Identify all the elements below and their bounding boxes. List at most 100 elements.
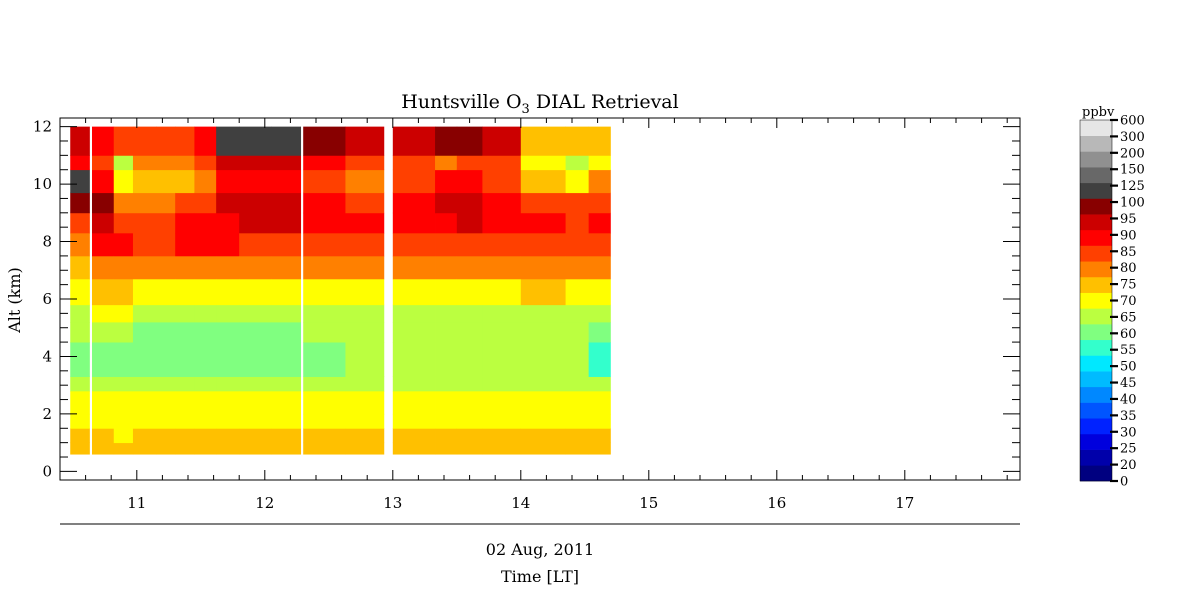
heatmap-cell [456, 278, 483, 306]
heatmap-cell [92, 376, 115, 392]
x-tick-label: 15 [639, 494, 658, 512]
heatmap-cell [239, 126, 272, 156]
heatmap-cell [216, 212, 240, 234]
heatmap-cell [565, 192, 590, 214]
profile-column [588, 126, 611, 455]
y-axis: 0 2 4 6 8 10 12 [33, 118, 1020, 480]
heatmap-cell [435, 232, 458, 257]
heatmap-cell [132, 304, 157, 323]
heatmap-cell [392, 413, 436, 429]
heatmap-cell [482, 428, 522, 444]
heatmap-cell [345, 442, 385, 455]
heatmap-cell [435, 278, 458, 306]
heatmap-cell [588, 232, 611, 257]
heatmap-cell [456, 232, 483, 257]
heatmap-cell [175, 442, 195, 455]
profile-column [520, 126, 566, 455]
heatmap-cell [392, 169, 436, 194]
heatmap-cell [216, 169, 240, 194]
title-subscript: 3 [522, 102, 530, 117]
y-tick-label: 0 [42, 462, 52, 480]
heatmap-cell [70, 169, 90, 194]
heatmap-cell [132, 155, 157, 171]
heatmap-cell [271, 342, 302, 377]
heatmap-cell [70, 376, 90, 392]
heatmap-cell [345, 232, 385, 257]
heatmap-cell [70, 304, 90, 323]
colorbar-label: 85 [1120, 245, 1137, 260]
heatmap-cell [392, 278, 436, 306]
heatmap-cell [303, 255, 346, 280]
heatmap-cell [239, 155, 272, 171]
heatmap-cell [92, 442, 115, 455]
heatmap-cell [132, 192, 157, 214]
heatmap-cell [456, 376, 483, 392]
heatmap-cell [175, 376, 195, 392]
heatmap-cell [271, 255, 302, 280]
heatmap-cell [456, 169, 483, 194]
heatmap-cell [132, 126, 157, 156]
heatmap-cell [216, 342, 240, 377]
heatmap-cell [194, 321, 217, 343]
heatmap-cell [239, 169, 272, 194]
heatmap-cell [216, 155, 240, 171]
colorbar-swatch [1080, 465, 1112, 482]
colorbar-label: 100 [1120, 196, 1145, 211]
heatmap-cell [216, 304, 240, 323]
heatmap-cell [92, 212, 115, 234]
colorbar-swatch [1080, 151, 1112, 168]
heatmap-cell [239, 232, 272, 257]
heatmap-cell [271, 304, 302, 323]
heatmap-cell [271, 192, 302, 214]
heatmap-cell [156, 232, 176, 257]
heatmap-cell [156, 428, 176, 444]
heatmap-cell [271, 278, 302, 306]
heatmap-cell [435, 212, 458, 234]
heatmap-cell [435, 321, 458, 343]
colorbar-swatch [1080, 418, 1112, 435]
heatmap-cell [520, 155, 566, 171]
heatmap-cell [520, 278, 566, 306]
heatmap-cell [345, 278, 385, 306]
heatmap-cell [239, 390, 272, 415]
heatmap-cell [239, 255, 272, 280]
heatmap-cell [303, 442, 346, 455]
heatmap-cell [156, 304, 176, 323]
profile-column [565, 126, 590, 455]
heatmap-cell [216, 376, 240, 392]
heatmap-cell [588, 390, 611, 415]
colorbar-label: 600 [1120, 114, 1145, 129]
heatmap-cell [156, 278, 176, 306]
colorbar-label: 125 [1120, 179, 1145, 194]
profile-column [482, 126, 522, 455]
colorbar-label: 20 [1120, 458, 1137, 473]
heatmap-cell [345, 255, 385, 280]
heatmap-cell [520, 192, 566, 214]
heatmap-cell [132, 278, 157, 306]
heatmap-cell [565, 442, 590, 455]
heatmap-cell [70, 442, 90, 455]
heatmap-cell [345, 126, 385, 156]
heatmap-cell [132, 232, 157, 257]
heatmap-cell [194, 442, 217, 455]
profile-column [303, 126, 346, 455]
colorbar-label: 65 [1120, 310, 1137, 325]
heatmap-cell [456, 442, 483, 455]
profile-column [156, 126, 176, 455]
heatmap-cell [588, 212, 611, 234]
colorbar-label: 90 [1120, 228, 1137, 243]
heatmap-cell [392, 232, 436, 257]
heatmap-cell [588, 413, 611, 429]
heatmap-cell [303, 413, 346, 429]
heatmap-cell [175, 212, 195, 234]
heatmap-cell [132, 413, 157, 429]
colorbar-swatch [1080, 386, 1112, 403]
colorbar-label: 300 [1120, 130, 1145, 145]
heatmap-cell [216, 192, 240, 214]
heatmap-cell [565, 376, 590, 392]
heatmap-cell [194, 342, 217, 377]
heatmap-cell [175, 192, 195, 214]
heatmap-cell [156, 390, 176, 415]
heatmap-cell [482, 304, 522, 323]
heatmap-cell [239, 376, 272, 392]
